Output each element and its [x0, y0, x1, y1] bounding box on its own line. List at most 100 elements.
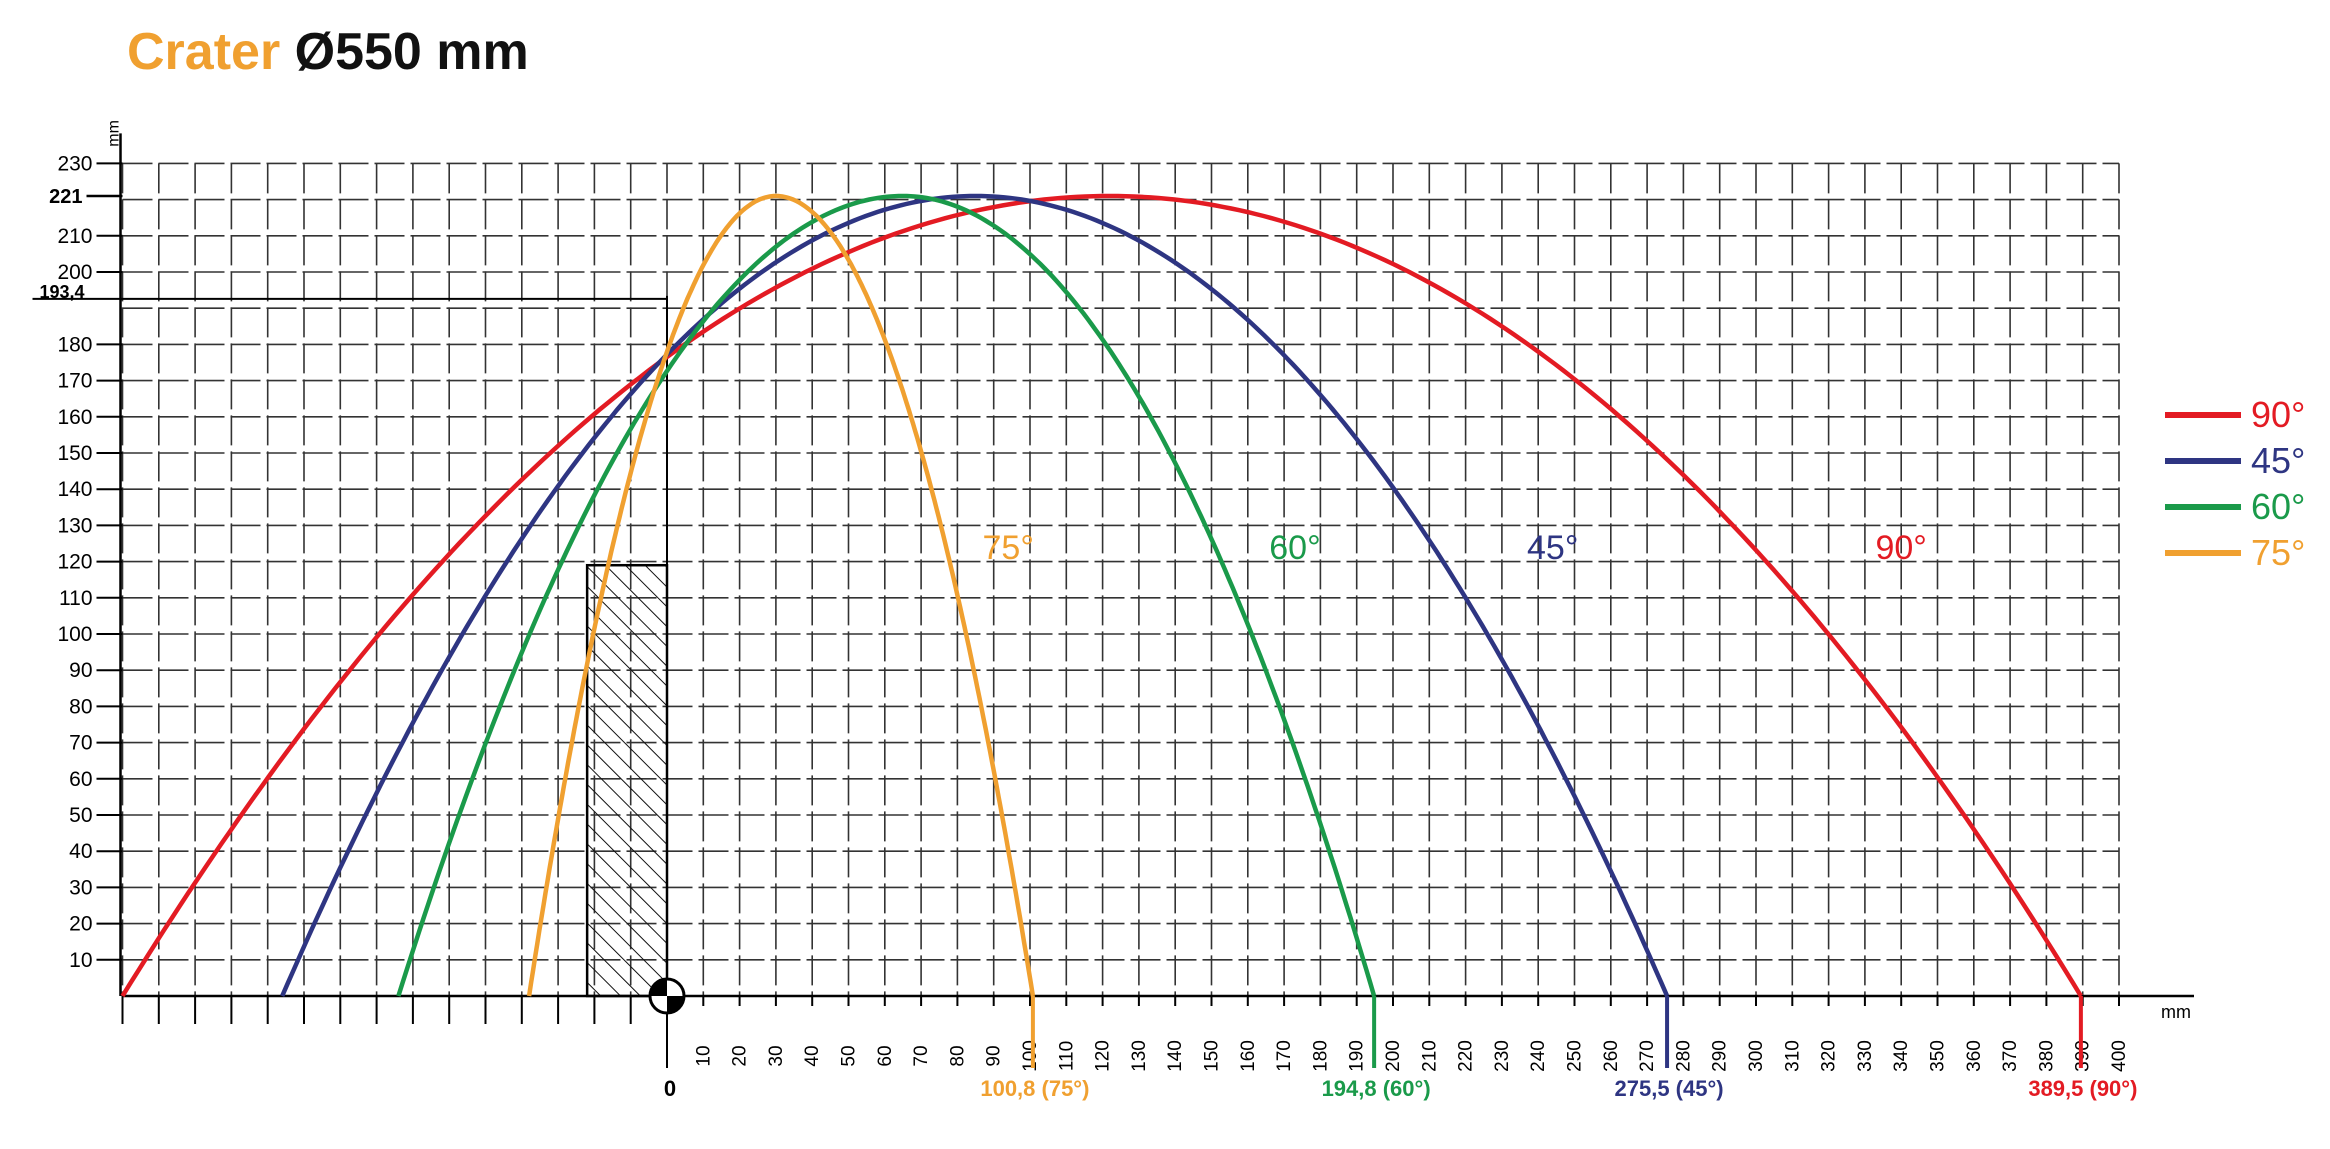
x-tick-label: 160	[1238, 1040, 1259, 1072]
series-end-label: 275,5 (45°)	[1615, 1076, 1724, 1101]
x-tick-label: 350	[1928, 1040, 1949, 1072]
legend-swatch	[2165, 458, 2241, 464]
series-45: 275,5 (45°) 45°	[280, 193, 1724, 1101]
legend-label: 45°	[2251, 440, 2306, 481]
y-tick-label-peak: 221	[49, 186, 82, 208]
y-tick-label: 10	[69, 949, 92, 972]
legend-item: 90°	[2165, 392, 2305, 438]
legend: 90° 45° 60° 75°	[2165, 392, 2305, 576]
legend-swatch	[2165, 504, 2241, 510]
x-tick-label: 280	[1673, 1040, 1694, 1072]
origin-marker-fill	[650, 979, 667, 996]
legend-label: 75°	[2251, 532, 2306, 573]
series-curve	[120, 193, 2083, 998]
x-tick-label: 30	[766, 1045, 787, 1066]
x-tick-label: 230	[1492, 1040, 1513, 1072]
y-tick-label: 120	[57, 551, 92, 574]
x-tick-label: 130	[1129, 1040, 1150, 1072]
x-tick-label: 270	[1637, 1040, 1658, 1072]
x-tick-label: 190	[1347, 1040, 1368, 1072]
y-tick-label: 170	[57, 370, 92, 393]
series-75: 100,8 (75°) 75°	[526, 193, 1089, 1101]
legend-item: 60°	[2165, 484, 2305, 530]
x-tick-label: 210	[1419, 1040, 1440, 1072]
x-tick-label: 260	[1601, 1040, 1622, 1072]
y-tick-label: 20	[69, 913, 92, 936]
series-curve-label: 75°	[983, 529, 1034, 567]
series-end-label: 194,8 (60°)	[1322, 1076, 1431, 1101]
x-tick-label: 80	[947, 1045, 968, 1066]
grid	[121, 162, 2120, 996]
y-tick-label: 230	[57, 152, 92, 175]
x-tick-label: 400	[2109, 1040, 2130, 1072]
x-tick-label: 200	[1383, 1040, 1404, 1072]
series-curve-label: 45°	[1527, 529, 1578, 567]
x-tick-label: 220	[1456, 1040, 1477, 1072]
x-zero-label: 0	[664, 1076, 676, 1101]
x-tick-label: 290	[1710, 1040, 1731, 1072]
y-tick-label: 110	[59, 587, 92, 610]
legend-swatch	[2165, 412, 2241, 418]
title-brand: Crater	[127, 23, 281, 81]
y-tick-label: 160	[57, 406, 92, 429]
chart-title: Crater Ø550 mm	[127, 22, 529, 82]
series-curve	[526, 193, 1036, 997]
legend-swatch	[2165, 550, 2241, 556]
x-tick-label: 250	[1565, 1040, 1586, 1072]
y-tick-label: 60	[69, 768, 92, 791]
series-curve-label: 90°	[1875, 529, 1926, 567]
x-tick-label: 300	[1746, 1040, 1767, 1072]
y-tick-label: 40	[69, 840, 92, 863]
x-tick-label: 70	[911, 1045, 932, 1066]
series-curve	[280, 193, 1670, 997]
y-tick-label: 90	[69, 659, 92, 682]
y-tick-label: 140	[57, 478, 92, 501]
series-end-label: 389,5 (90°)	[2028, 1076, 2137, 1101]
x-tick-label: 50	[839, 1045, 860, 1066]
y-tick-label: 70	[69, 732, 92, 755]
x-tick-label: 150	[1202, 1040, 1223, 1072]
series-60: 194,8 (60°) 60°	[396, 193, 1431, 1101]
legend-item: 75°	[2165, 530, 2305, 576]
x-unit-label: mm	[2161, 1002, 2191, 1022]
legend-label: 60°	[2251, 486, 2306, 527]
y-tick-label: 130	[57, 514, 92, 537]
x-tick-label: 110	[1056, 1041, 1077, 1071]
y-tick-label: 100	[57, 623, 92, 646]
y-tick-label: 150	[57, 442, 92, 465]
x-tick-label: 10	[693, 1045, 714, 1066]
y-tick-label: 180	[57, 333, 92, 356]
x-tick-label: 100	[1020, 1040, 1041, 1072]
x-tick-label: 180	[1310, 1040, 1331, 1072]
x-tick-label: 40	[802, 1045, 823, 1066]
x-tick-label: 370	[2000, 1040, 2021, 1072]
y-unit-label: mm	[106, 120, 123, 147]
x-tick-label: 140	[1165, 1040, 1186, 1072]
x-tick-label: 90	[984, 1045, 1005, 1066]
series-curve	[396, 193, 1377, 997]
x-tick-label: 120	[1093, 1040, 1114, 1072]
series-90: 389,5 (90°) 90°	[120, 193, 2137, 1101]
obstacle-hatched	[585, 563, 669, 998]
y-tick-label: 80	[69, 695, 92, 718]
x-tick-label: 390	[2073, 1040, 2094, 1072]
x-tick-label: 380	[2036, 1040, 2057, 1072]
series-end-label: 100,8 (75°)	[980, 1076, 1089, 1101]
x-tick-label: 330	[1855, 1040, 1876, 1072]
x-tick-label: 240	[1528, 1040, 1549, 1072]
x-tick-label: 320	[1819, 1040, 1840, 1072]
legend-label: 90°	[2251, 394, 2306, 435]
x-tick-label: 310	[1782, 1040, 1803, 1072]
y-tick-label: 200	[57, 261, 92, 284]
x-tick-label: 360	[1964, 1040, 1985, 1072]
y-tick-label: 210	[57, 225, 92, 248]
x-tick-label: 170	[1274, 1040, 1295, 1072]
title-text: Ø550 mm	[294, 23, 529, 81]
x-tick-label: 340	[1891, 1040, 1912, 1072]
x-tick-label: 20	[730, 1045, 751, 1066]
x-tick-label: 60	[875, 1045, 896, 1066]
y-tick-label-nozzle: 193,4	[39, 282, 84, 302]
series-curve-label: 60°	[1269, 529, 1320, 567]
legend-item: 45°	[2165, 438, 2305, 484]
